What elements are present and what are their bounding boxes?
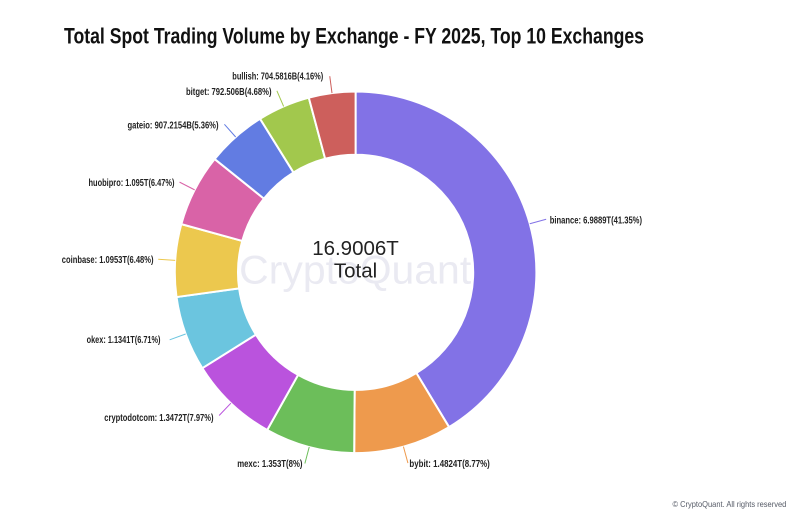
svg-text:huobipro: 1.095T(6.47%): huobipro: 1.095T(6.47%): [89, 178, 175, 189]
svg-text:Total: Total: [334, 260, 377, 283]
svg-text:cryptodotcom: 1.3472T(7.97%): cryptodotcom: 1.3472T(7.97%): [104, 413, 213, 424]
svg-text:bullish: 704.5816B(4.16%): bullish: 704.5816B(4.16%): [232, 71, 323, 82]
svg-text:© CryptoQuant. All rights rese: © CryptoQuant. All rights reserved: [673, 499, 787, 509]
svg-text:bybit: 1.4824T(8.77%): bybit: 1.4824T(8.77%): [409, 459, 489, 470]
svg-text:mexc: 1.353T(8%): mexc: 1.353T(8%): [237, 459, 302, 470]
svg-text:binance: 6.9889T(41.35%): binance: 6.9889T(41.35%): [550, 216, 642, 227]
svg-text:coinbase: 1.0953T(6.48%): coinbase: 1.0953T(6.48%): [62, 255, 154, 266]
svg-text:okex: 1.1341T(6.71%): okex: 1.1341T(6.71%): [87, 335, 161, 346]
svg-text:gateio: 907.2154B(5.36%): gateio: 907.2154B(5.36%): [128, 120, 219, 131]
svg-text:CryptoQuant: CryptoQuant: [239, 249, 471, 293]
svg-text:16.9006T: 16.9006T: [312, 237, 399, 260]
svg-text:Total Spot Trading Volume by E: Total Spot Trading Volume by Exchange - …: [64, 24, 644, 49]
svg-text:bitget: 792.506B(4.68%): bitget: 792.506B(4.68%): [186, 87, 272, 98]
